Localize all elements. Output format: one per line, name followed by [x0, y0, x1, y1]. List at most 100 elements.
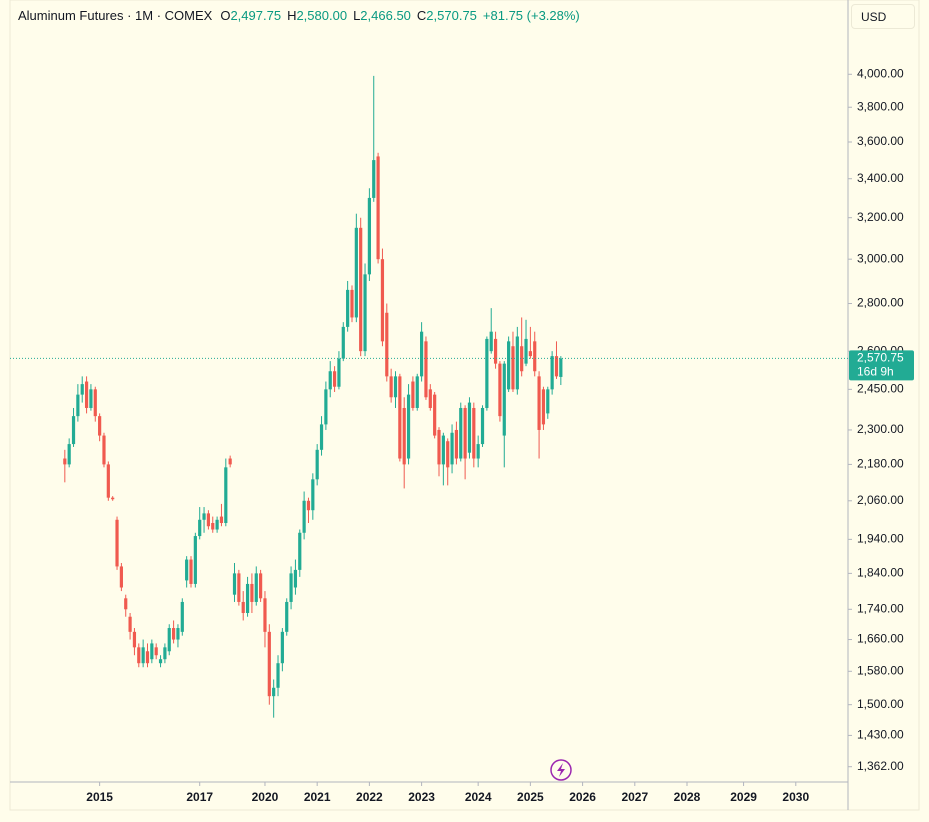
- candle-body: [450, 432, 454, 465]
- y-tick-label: 2,060.00: [857, 493, 904, 507]
- candle-body: [476, 444, 480, 459]
- ohlc-key: C: [416, 8, 427, 23]
- y-tick-label: 4,000.00: [857, 66, 904, 80]
- x-tick-label: 2020: [252, 790, 279, 804]
- y-tick-label: 3,200.00: [857, 210, 904, 224]
- candle-body: [84, 381, 89, 408]
- candle-body: [341, 326, 345, 359]
- y-tick-label: 3,000.00: [857, 251, 904, 265]
- candle-body: [463, 407, 467, 459]
- candle-body: [346, 289, 350, 327]
- candle-body: [441, 435, 445, 465]
- candle-body: [154, 647, 158, 656]
- ohlc-value: 2,497.75: [230, 8, 282, 23]
- x-tick-label: 2028: [674, 790, 701, 804]
- candle-body: [132, 631, 137, 648]
- candle-body: [306, 500, 311, 511]
- ohlc-key: O: [220, 8, 231, 23]
- candle-body: [511, 346, 515, 390]
- y-tick-label: 1,660.00: [857, 632, 904, 646]
- y-tick-label: 1,940.00: [857, 532, 904, 546]
- candle-body: [528, 351, 532, 357]
- candle-body: [498, 363, 502, 417]
- candle-body: [193, 536, 197, 584]
- candle-body: [98, 416, 102, 436]
- candle-body: [89, 389, 93, 408]
- candle-body: [115, 519, 119, 567]
- legend-header: Aluminum Futures · 1M · COMEX O2,497.75 H2…: [18, 8, 586, 23]
- candle-body: [237, 573, 241, 602]
- candle-body: [224, 467, 228, 524]
- candle-body: [363, 274, 367, 352]
- candle-body: [211, 523, 215, 530]
- x-tick-label: 2015: [86, 790, 113, 804]
- candle-body: [411, 381, 415, 408]
- y-tick-label: 1,740.00: [857, 601, 904, 615]
- candle-body: [332, 371, 337, 387]
- candle-body: [437, 429, 441, 465]
- candle-body: [372, 160, 376, 198]
- candle-body: [206, 513, 211, 527]
- candle-body: [459, 407, 463, 459]
- candle-body: [124, 598, 128, 610]
- candle-body: [428, 389, 432, 408]
- lightning-icon[interactable]: [550, 759, 572, 781]
- candle-body: [232, 573, 237, 595]
- candle-body: [137, 647, 141, 664]
- candle-body: [289, 573, 293, 602]
- candle-body: [359, 227, 363, 352]
- candle-body: [285, 601, 289, 632]
- candle-body: [415, 376, 419, 408]
- y-tick-label: 3,600.00: [857, 134, 904, 148]
- candle-body: [254, 573, 258, 602]
- candle-body: [267, 631, 271, 697]
- x-tick-label: 2023: [408, 790, 435, 804]
- candle-body: [389, 376, 393, 398]
- symbol-title: Aluminum Futures · 1M · COMEX: [18, 8, 213, 23]
- candle-body: [393, 376, 398, 398]
- y-tick-label: 3,800.00: [857, 99, 904, 113]
- candle-body: [446, 441, 450, 468]
- candle-body: [298, 532, 302, 570]
- ohlc-key: H: [287, 8, 297, 23]
- candle-body: [111, 497, 115, 500]
- candle-body: [541, 389, 546, 425]
- candle-body: [433, 394, 437, 436]
- ohlc-values: O2,497.75 H2,580.00 L2,466.50 C2,570.75: [220, 8, 483, 23]
- candle-body: [502, 363, 506, 436]
- x-tick-label: 2025: [517, 790, 544, 804]
- candle-body: [272, 687, 276, 697]
- candle-body: [150, 643, 154, 660]
- candle-body: [167, 628, 171, 652]
- x-tick-label: 2026: [569, 790, 596, 804]
- x-tick-label: 2030: [782, 790, 809, 804]
- candle-body: [176, 628, 180, 640]
- candle-body: [145, 651, 150, 664]
- candle-body: [171, 628, 176, 640]
- candle-body: [198, 519, 202, 537]
- x-tick-label: 2021: [304, 790, 331, 804]
- currency-button[interactable]: USD: [851, 4, 915, 29]
- candle-body: [228, 458, 232, 465]
- candle-body: [80, 384, 84, 395]
- frame: [9, 0, 920, 811]
- change: +81.75 (+3.28%): [482, 8, 580, 23]
- candle-body: [472, 407, 476, 459]
- candle-body: [467, 402, 472, 453]
- candle-body: [263, 598, 267, 632]
- candle-body: [533, 341, 537, 372]
- candle-body: [550, 356, 554, 390]
- candle-body: [128, 616, 132, 632]
- candle-body: [319, 424, 324, 450]
- y-tick-label: 1,500.00: [857, 697, 904, 711]
- candle-body: [71, 416, 76, 445]
- x-tick-label: 2027: [621, 790, 648, 804]
- candle-body: [328, 371, 332, 390]
- candle-body: [259, 573, 263, 599]
- candle-body: [185, 559, 189, 581]
- candle-body: [293, 569, 298, 588]
- candle-body: [480, 407, 485, 445]
- candle-body: [93, 389, 97, 417]
- candle-body: [507, 341, 511, 390]
